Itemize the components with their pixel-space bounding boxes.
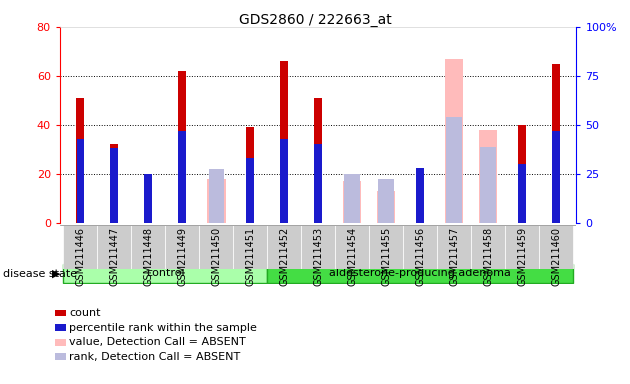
Bar (505, 225, 539, 269)
Bar (539, 225, 573, 269)
Text: count: count (69, 308, 101, 318)
Bar (144, 176, 152, 223)
Text: ▶: ▶ (52, 268, 60, 279)
Bar (209, 169, 224, 223)
Text: control: control (146, 268, 185, 278)
Bar (144, 174, 152, 223)
Bar (178, 71, 186, 223)
Bar (369, 225, 403, 269)
Bar (76, 98, 84, 223)
Bar (379, 179, 394, 223)
Bar (437, 225, 471, 269)
Text: percentile rank within the sample: percentile rank within the sample (69, 323, 257, 333)
Text: GSM211454: GSM211454 (347, 227, 357, 286)
Text: GSM211450: GSM211450 (211, 227, 221, 286)
Text: GSM211459: GSM211459 (517, 227, 527, 286)
Bar (63, 225, 97, 269)
Bar (518, 164, 526, 223)
Text: value, Detection Call = ABSENT: value, Detection Call = ABSENT (69, 337, 246, 347)
Bar (110, 144, 118, 223)
Bar (314, 144, 322, 223)
Text: GSM211447: GSM211447 (109, 227, 119, 286)
Bar (345, 174, 360, 223)
Bar (553, 131, 560, 223)
Text: GSM211446: GSM211446 (75, 227, 85, 286)
Text: rank, Detection Call = ABSENT: rank, Detection Call = ABSENT (69, 352, 241, 362)
Bar (178, 131, 186, 223)
Text: GSM211456: GSM211456 (415, 227, 425, 286)
Bar (76, 139, 84, 223)
Bar (447, 118, 462, 223)
Bar (280, 61, 289, 223)
Bar (246, 127, 255, 223)
Bar (267, 264, 573, 283)
Bar (110, 148, 118, 223)
Bar (246, 158, 254, 223)
Bar (416, 171, 425, 223)
Text: GSM211460: GSM211460 (551, 227, 561, 286)
Bar (471, 225, 505, 269)
Text: GSM211449: GSM211449 (177, 227, 187, 286)
Bar (416, 168, 424, 223)
Text: GSM211455: GSM211455 (381, 227, 391, 286)
Bar (131, 225, 165, 269)
Bar (165, 225, 199, 269)
Bar (377, 191, 396, 223)
Text: GSM211448: GSM211448 (143, 227, 153, 286)
Bar (199, 225, 233, 269)
Bar (403, 225, 437, 269)
Bar (479, 130, 498, 223)
Bar (481, 147, 496, 223)
Text: GDS2860 / 222663_at: GDS2860 / 222663_at (239, 13, 391, 27)
Bar (335, 225, 369, 269)
Text: GSM211451: GSM211451 (245, 227, 255, 286)
Bar (343, 181, 362, 223)
Bar (552, 64, 560, 223)
Text: GSM211453: GSM211453 (313, 227, 323, 286)
Bar (267, 225, 301, 269)
Text: GSM211457: GSM211457 (449, 227, 459, 286)
Bar (97, 225, 131, 269)
Text: aldosterone-producing adenoma: aldosterone-producing adenoma (329, 268, 511, 278)
Bar (445, 59, 464, 223)
Bar (518, 125, 526, 223)
Bar (63, 264, 267, 283)
Text: GSM211452: GSM211452 (279, 227, 289, 286)
Bar (207, 179, 226, 223)
Bar (233, 225, 267, 269)
Bar (301, 225, 335, 269)
Bar (314, 98, 323, 223)
Text: GSM211458: GSM211458 (483, 227, 493, 286)
Bar (280, 139, 288, 223)
Text: disease state: disease state (3, 268, 77, 279)
